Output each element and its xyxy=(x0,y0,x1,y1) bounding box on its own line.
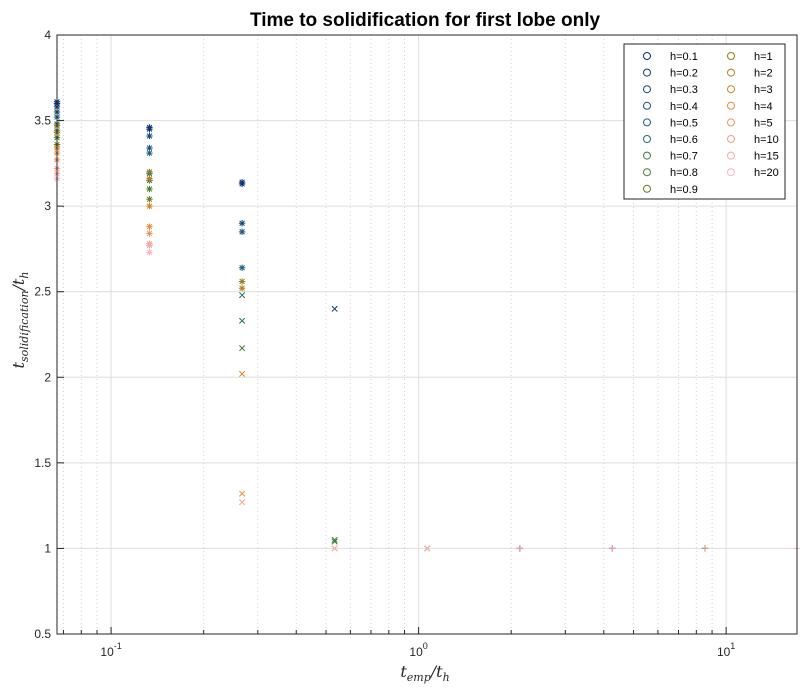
data-point xyxy=(146,124,153,131)
x-tick-label-exponent: -1 xyxy=(114,641,122,651)
legend-marker xyxy=(727,85,735,94)
data-point xyxy=(239,345,246,352)
x-tick-label: 10-1 xyxy=(100,641,121,659)
data-point xyxy=(146,249,153,256)
data-point xyxy=(146,230,153,237)
data-point xyxy=(609,545,616,552)
legend-label: h=0.4 xyxy=(670,101,698,113)
legend-marker xyxy=(727,101,735,110)
legend-label: h=0.2 xyxy=(670,68,698,80)
x-tick-label: 100 xyxy=(409,641,427,659)
legend-marker xyxy=(643,184,651,193)
legend-label: h=0.5 xyxy=(670,117,698,129)
data-point xyxy=(146,144,153,152)
x-tick-label-base: 10 xyxy=(100,645,114,659)
legend-marker xyxy=(727,118,735,127)
data-point xyxy=(146,185,153,193)
chart-title: Time to solidification for first lobe on… xyxy=(250,10,601,31)
x-tick-label: 101 xyxy=(717,641,735,659)
legend-label: h=1 xyxy=(754,51,773,63)
x-tick-label-exponent: 0 xyxy=(423,641,428,651)
data-point xyxy=(146,149,153,157)
legend-marker xyxy=(727,168,735,177)
data-point xyxy=(701,545,709,552)
x-axis-label-tailsub: h xyxy=(443,671,450,684)
data-point xyxy=(146,223,153,230)
x-tick-label-base: 10 xyxy=(717,645,731,659)
data-point xyxy=(331,305,338,312)
data-point xyxy=(238,278,246,285)
data-point xyxy=(239,292,246,299)
legend-marker xyxy=(727,151,735,160)
data-point xyxy=(146,175,153,182)
legend-label: h=4 xyxy=(754,101,773,113)
legend-marker xyxy=(727,52,735,60)
data-point xyxy=(516,545,523,552)
legend-label: h=15 xyxy=(754,151,779,163)
data-point xyxy=(146,132,153,140)
legend-label: h=0.1 xyxy=(670,51,698,63)
legend-label: h=2 xyxy=(754,68,773,80)
y-tick-label: 3.5 xyxy=(34,114,51,128)
y-tick-label: 1 xyxy=(44,541,51,555)
y-axis-label-tailsub: h xyxy=(18,272,31,279)
legend-label: h=3 xyxy=(754,84,773,96)
legend-marker xyxy=(643,68,651,77)
y-tick-label: 1.5 xyxy=(34,456,51,470)
legend-label: h=0.8 xyxy=(670,167,698,179)
legend-marker xyxy=(727,135,735,143)
data-point xyxy=(146,196,153,203)
y-axis-label-sub: solidification xyxy=(18,290,31,362)
legend-label: h=10 xyxy=(754,134,779,146)
y-tick-label: 0.5 xyxy=(34,627,51,641)
y-axis-label: tsolidification/th xyxy=(9,272,31,369)
data-point xyxy=(331,545,338,552)
y-tick-label: 4 xyxy=(44,28,51,42)
legend-label: h=0.7 xyxy=(670,151,698,163)
data-point xyxy=(239,490,246,497)
y-tick-label: 3 xyxy=(44,199,51,213)
plot-frame xyxy=(56,34,798,635)
legend-marker xyxy=(643,118,651,127)
x-axis-label-main: t xyxy=(400,662,407,681)
data-point xyxy=(238,264,246,271)
legend-marker xyxy=(643,168,651,177)
data-point xyxy=(238,285,246,292)
legend-label: h=0.9 xyxy=(670,184,698,196)
legend-marker xyxy=(727,68,735,77)
x-axis-label-tail: /t xyxy=(429,662,443,681)
y-axis-label-tail: /t xyxy=(9,278,28,292)
data-point xyxy=(238,220,246,227)
legend-label: h=0.3 xyxy=(670,84,698,96)
x-tick-label-base: 10 xyxy=(409,645,423,659)
data-point xyxy=(239,499,246,506)
x-axis-label-sub: emp xyxy=(407,671,431,684)
data-point xyxy=(238,178,246,186)
x-axis-label: temp/th xyxy=(400,662,449,684)
legend-label: h=0.6 xyxy=(670,134,698,146)
data-point xyxy=(239,370,246,377)
data-point xyxy=(424,545,431,552)
legend-marker xyxy=(643,101,651,110)
y-tick-label: 2 xyxy=(44,370,51,384)
legend-label: h=20 xyxy=(754,167,779,179)
legend-marker xyxy=(643,85,651,94)
data-point xyxy=(238,228,246,236)
data-point xyxy=(146,202,153,210)
data-point xyxy=(146,242,153,249)
y-tick-label: 2.5 xyxy=(34,285,51,299)
legend-marker xyxy=(643,52,651,60)
data-point xyxy=(146,168,153,176)
data-point xyxy=(331,538,338,545)
x-tick-label-exponent: 1 xyxy=(730,641,735,651)
data-point xyxy=(239,317,246,324)
legend-marker xyxy=(643,151,651,160)
legend-label: h=5 xyxy=(754,117,773,129)
legend: h=0.1 h=0.2 h=0.3 h=0.4 h=0.5 h=0.6 h=0.7 h=0.8… xyxy=(623,43,786,200)
legend-marker xyxy=(643,135,651,143)
data-point xyxy=(331,536,338,543)
y-axis-label-main: t xyxy=(9,361,28,368)
